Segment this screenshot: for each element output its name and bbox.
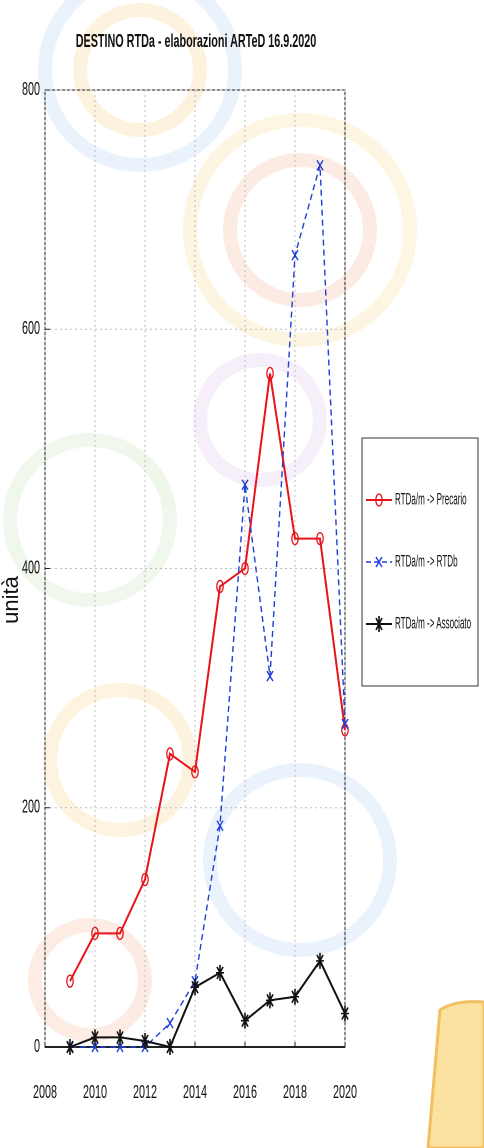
y-tick-label: 800: [22, 79, 40, 100]
legend-label: RTDa/m -> RTDb: [395, 551, 458, 570]
x-tick-label: 2012: [133, 1082, 157, 1103]
grid-lines: [44, 89, 346, 1048]
series-line: [69, 373, 346, 982]
series-layer: [66, 160, 349, 1055]
data-point: [316, 160, 324, 171]
series-3: [66, 952, 349, 1055]
legend-items: RTDa/m -> Precario RTDa/m -> RTDb RTDa/m -…: [366, 489, 471, 632]
y-tick-label: 400: [22, 558, 40, 579]
legend-label: RTDa/m -> Associato: [395, 613, 471, 632]
data-point: [91, 926, 99, 941]
data-point: [66, 1039, 74, 1055]
data-point: [341, 718, 349, 730]
data-point: [66, 974, 74, 988]
watermark-arcs: [3, 0, 417, 1042]
legend-label: RTDa/m -> Precario: [395, 489, 467, 508]
data-point: [291, 531, 299, 546]
y-axis: 0 200 400 600 800: [22, 79, 50, 1057]
data-point: [91, 1029, 99, 1046]
legend-box: [361, 437, 479, 687]
data-point: [216, 964, 224, 981]
series-1: [66, 366, 349, 988]
chart-title: DESTINO RTDa - elaborazioni ARTeD 16.9.2…: [76, 31, 317, 52]
data-point: [91, 1041, 99, 1053]
data-point: [141, 1033, 149, 1050]
data-point: [291, 988, 299, 1005]
legend-item: RTDa/m -> RTDb: [366, 551, 458, 570]
data-point: [316, 531, 324, 546]
legend-swatch-marker: [375, 616, 383, 632]
data-point: [216, 579, 224, 594]
data-point: [266, 366, 274, 381]
x-tick-label: 2020: [333, 1082, 357, 1103]
legend-item: RTDa/m -> Precario: [366, 489, 467, 508]
y-tick-label: 0: [34, 1036, 40, 1057]
decorative-corner-shape: [426, 1000, 484, 1148]
data-point: [241, 479, 249, 491]
data-point: [216, 820, 224, 832]
series-line: [70, 165, 346, 1048]
series-2: [66, 160, 349, 1053]
data-point: [166, 747, 174, 761]
y-tick-label: 200: [22, 797, 40, 818]
data-point: [341, 1005, 349, 1022]
x-tick-label: 2008: [33, 1082, 57, 1103]
y-axis-label: unità: [0, 575, 23, 623]
data-point: [141, 872, 149, 887]
x-tick-label: 2014: [183, 1082, 207, 1103]
data-point: [291, 249, 299, 261]
data-point: [116, 926, 124, 941]
data-point: [116, 1029, 124, 1046]
legend-swatch-marker: [375, 493, 383, 507]
data-point: [241, 561, 249, 576]
legend: RTDa/m -> Precario RTDa/m -> RTDb RTDa/m -…: [361, 437, 479, 687]
data-point: [266, 992, 274, 1009]
data-point: [241, 1012, 249, 1029]
y-tick-label: 600: [22, 318, 40, 339]
data-point: [116, 1041, 124, 1053]
x-tick-label: 2010: [83, 1082, 107, 1103]
data-point: [316, 952, 324, 969]
data-point: [191, 765, 199, 779]
legend-swatch-marker: [375, 556, 383, 568]
x-axis: 2008 2010 2012 2014 2016 2018 2020: [33, 1042, 357, 1103]
x-tick-label: 2016: [233, 1082, 257, 1103]
data-point: [191, 979, 199, 996]
legend-item: RTDa/m -> Associato: [366, 613, 471, 632]
data-point: [166, 1039, 174, 1055]
x-tick-label: 2018: [283, 1082, 307, 1103]
series-line: [69, 958, 346, 1049]
data-point: [266, 670, 274, 682]
data-point: [166, 1017, 174, 1029]
